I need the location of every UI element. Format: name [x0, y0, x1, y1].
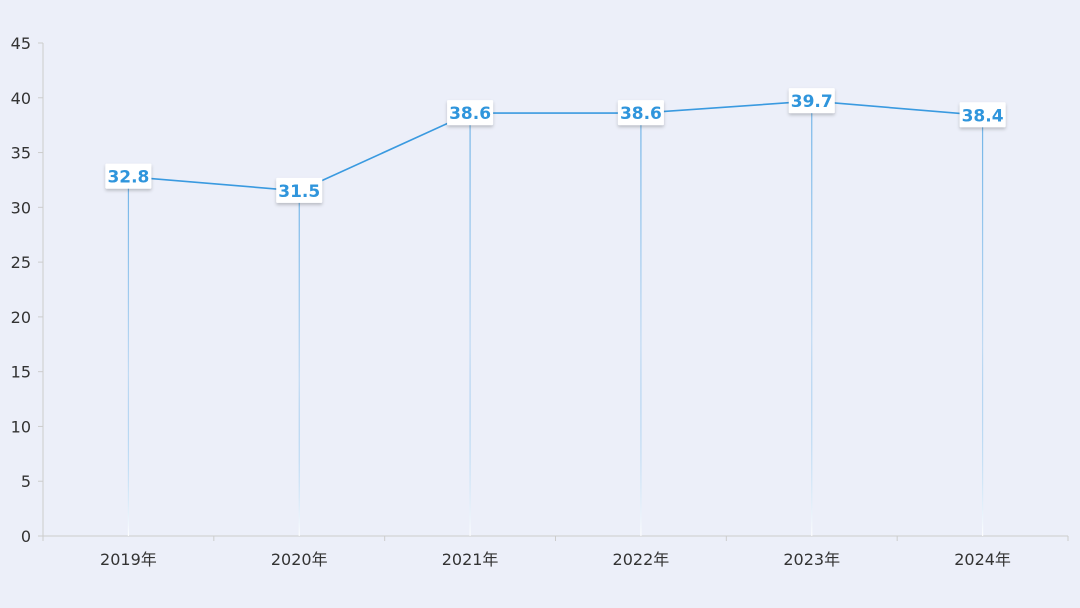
data-label-text: 39.7 [791, 92, 833, 112]
y-tick-label: 25 [11, 253, 31, 272]
data-label-text: 32.8 [107, 168, 149, 188]
data-label-box [276, 177, 323, 203]
y-tick-label: 30 [11, 198, 31, 217]
series-line-group [128, 100, 983, 192]
x-tick-label: 2019年 [100, 550, 157, 569]
data-label-text: 38.4 [962, 106, 1004, 126]
data-label-box [617, 100, 664, 126]
data-label-box [788, 88, 835, 114]
x-tick-label: 2024年 [954, 550, 1011, 569]
x-tick-label: 2022年 [613, 550, 670, 569]
data-label: 38.4 [959, 102, 1006, 128]
axes: 0 5 10 15 20 25 30 35 40 45 2019年 2020年 2021年 2022年 20… [11, 34, 1069, 569]
data-label-box [959, 102, 1006, 128]
data-label-text: 38.6 [620, 104, 662, 124]
data-label-text: 38.6 [449, 104, 491, 124]
y-tick-label: 0 [21, 527, 31, 546]
drop-lines [127, 101, 984, 537]
x-tick-label: 2020年 [271, 550, 328, 569]
y-tick-label: 15 [11, 363, 31, 382]
y-tick-label: 40 [11, 89, 31, 108]
data-label: 39.7 [788, 88, 835, 114]
data-label: 32.8 [105, 163, 152, 189]
x-tick-label: 2021年 [442, 550, 499, 569]
y-tick-label: 35 [11, 144, 31, 163]
data-label-box [447, 100, 494, 126]
data-labels: 32.8 31.5 38.6 38.6 39.7 38.4 [105, 88, 1006, 203]
data-label: 38.6 [447, 100, 494, 126]
data-label-text: 31.5 [278, 182, 320, 202]
data-label: 31.5 [276, 177, 323, 203]
y-tick-label: 20 [11, 308, 31, 327]
data-label-box [105, 163, 152, 189]
data-label: 38.6 [617, 100, 664, 126]
y-tick-label: 5 [21, 472, 31, 491]
y-tick-label: 10 [11, 417, 31, 436]
x-tick-label: 2023年 [783, 550, 840, 569]
series-line [128, 100, 983, 192]
y-tick-label: 45 [11, 34, 31, 53]
